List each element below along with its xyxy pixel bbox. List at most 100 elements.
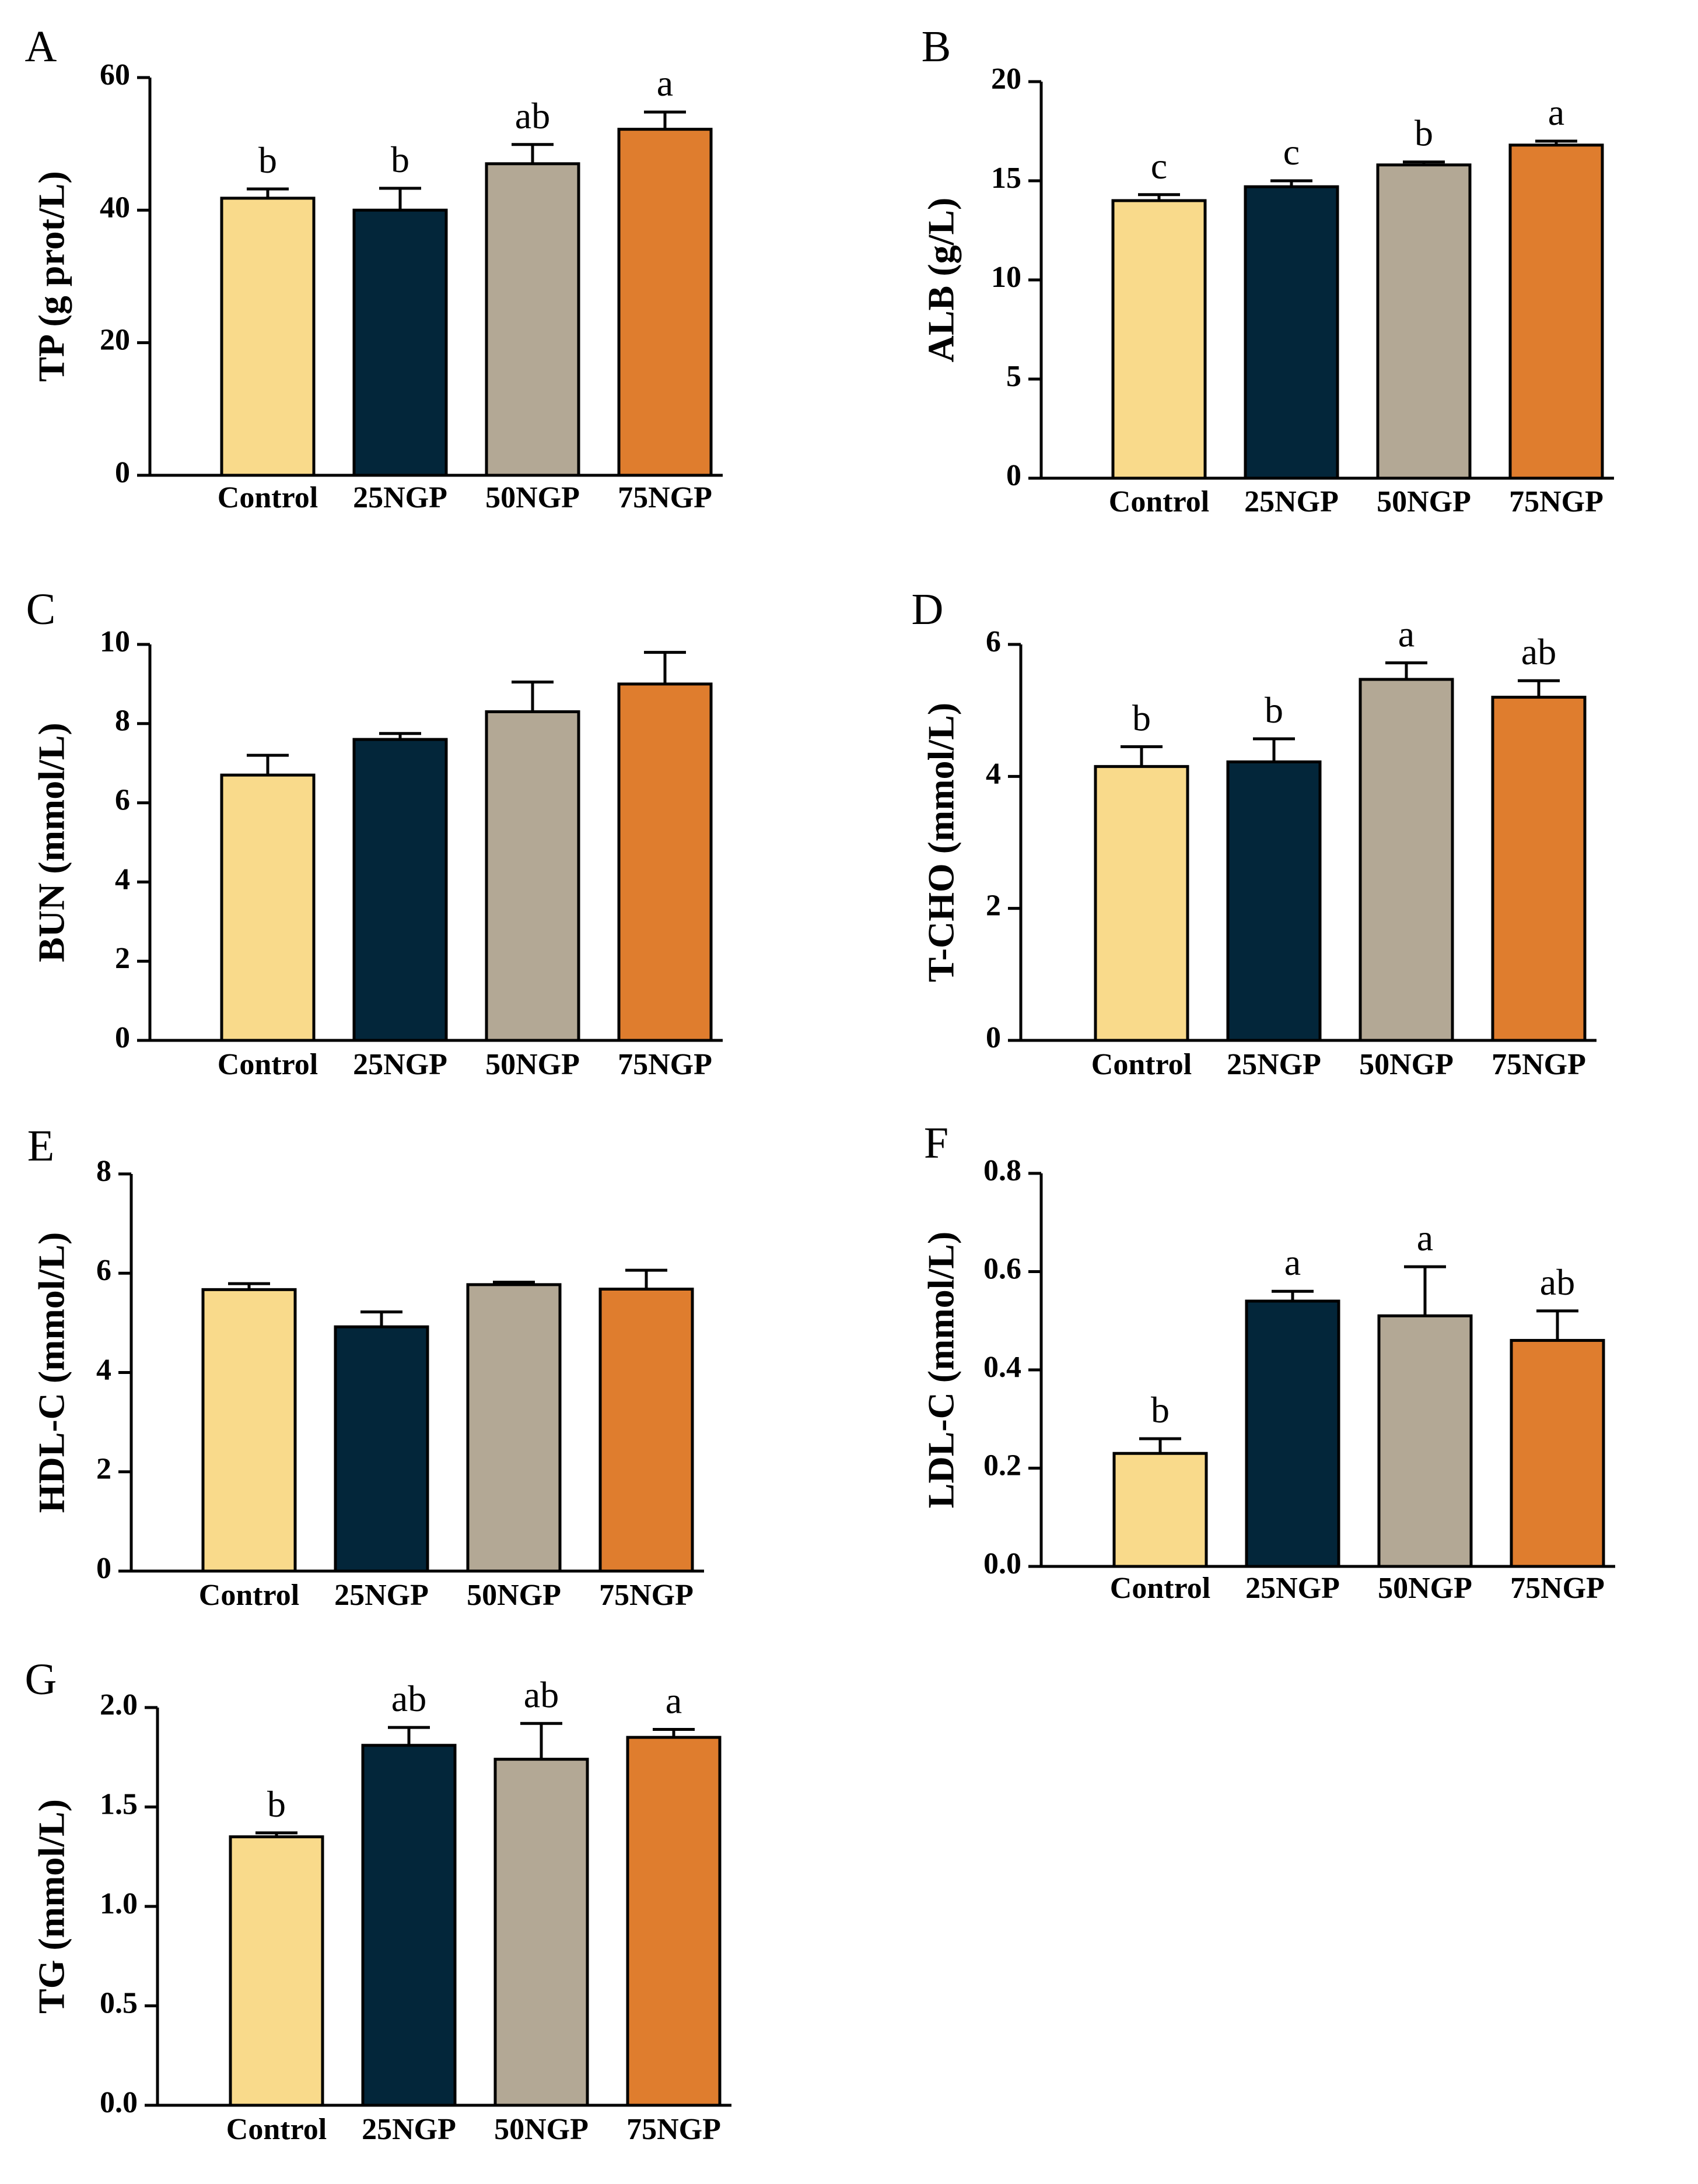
chart-e-x-tick-label-75ngp: 75NGP bbox=[599, 1579, 694, 1612]
chart-c-bar-50ngp bbox=[485, 710, 580, 1042]
chart-f-x-tick-label-50ngp: 50NGP bbox=[1378, 1572, 1472, 1605]
chart-a-y-tick-label: 0 bbox=[115, 456, 130, 489]
chart-c-panel-letter: C bbox=[26, 585, 56, 634]
chart-a-bar-50ngp bbox=[485, 162, 580, 477]
chart-e-y-tick-label: 8 bbox=[96, 1155, 111, 1188]
chart-b-y-axis-title: ALB (g/L) bbox=[920, 198, 962, 363]
chart-g-significance-control: b bbox=[267, 1783, 286, 1825]
chart-d-bar-75ngp bbox=[1491, 696, 1587, 1042]
chart-f-significance-75ngp: ab bbox=[1540, 1261, 1575, 1303]
chart-g-y-tick-label: 1.0 bbox=[100, 1887, 138, 1920]
chart-b-y-tick-label: 0 bbox=[1006, 459, 1021, 492]
chart-d-x-tick-label-75ngp: 75NGP bbox=[1492, 1048, 1586, 1081]
chart-e-bar-75ngp bbox=[598, 1287, 694, 1573]
chart-e-x-tick-label-control: Control bbox=[199, 1579, 299, 1612]
chart-e: E HDL-C (mmol/L) 0 2 4 6 8 Control 25NGP 50NGP 75N… bbox=[27, 1121, 704, 1612]
chart-c-bar-75ngp bbox=[617, 682, 713, 1042]
chart-e-bar-25ngp bbox=[334, 1325, 429, 1573]
chart-d-y-tick-label: 2 bbox=[986, 889, 1001, 923]
chart-d-significance-50ngp: a bbox=[1398, 614, 1415, 655]
chart-a-significance-25ngp: b bbox=[391, 139, 409, 180]
chart-d: D T-CHO (mmol/L) 0 2 4 6 b Control b 25NGP a 50NGP a… bbox=[912, 585, 1597, 1081]
chart-e-y-tick-label: 0 bbox=[96, 1552, 111, 1585]
chart-a-significance-control: b bbox=[258, 139, 277, 181]
chart-g-significance-25ngp: ab bbox=[391, 1678, 426, 1719]
chart-b-y-tick-label: 15 bbox=[991, 162, 1021, 195]
chart-b-panel-letter: B bbox=[922, 22, 951, 71]
chart-a-y-tick-label: 60 bbox=[100, 58, 130, 92]
chart-f-significance-control: b bbox=[1151, 1389, 1170, 1431]
chart-f-significance-25ngp: a bbox=[1284, 1242, 1301, 1283]
chart-d-y-tick-label: 0 bbox=[986, 1021, 1001, 1054]
chart-f-bar-50ngp bbox=[1377, 1314, 1473, 1568]
chart-a-x-tick-label-25ngp: 25NGP bbox=[353, 481, 447, 514]
chart-d-x-tick-label-50ngp: 50NGP bbox=[1359, 1048, 1454, 1081]
chart-f-bar-75ngp bbox=[1510, 1338, 1605, 1568]
chart-c-y-tick-label: 4 bbox=[115, 863, 130, 896]
chart-c-y-tick-label: 8 bbox=[115, 704, 130, 738]
chart-g-x-tick-label-control: Control bbox=[226, 2113, 327, 2146]
chart-b-bar-control bbox=[1111, 199, 1207, 480]
chart-e-panel-letter: E bbox=[27, 1121, 54, 1170]
chart-a-panel-letter: A bbox=[25, 22, 57, 71]
chart-e-x-tick-label-50ngp: 50NGP bbox=[467, 1579, 561, 1612]
chart-d-bar-control bbox=[1094, 765, 1189, 1042]
chart-g-significance-75ngp: a bbox=[666, 1680, 682, 1722]
chart-a-bar-25ngp bbox=[352, 208, 448, 477]
chart-a-x-tick-label-50ngp: 50NGP bbox=[485, 481, 580, 514]
chart-f-y-tick-label: 0.0 bbox=[983, 1547, 1021, 1580]
chart-e-bar-50ngp bbox=[466, 1283, 562, 1573]
chart-f-y-axis-title: LDL-C (mmol/L) bbox=[920, 1232, 962, 1509]
chart-d-y-axis-title: T-CHO (mmol/L) bbox=[920, 703, 962, 982]
chart-c-y-tick-label: 2 bbox=[115, 942, 130, 975]
chart-f-panel-letter: F bbox=[924, 1119, 948, 1168]
chart-g-x-tick-label-25ngp: 25NGP bbox=[362, 2113, 456, 2146]
chart-c-x-tick-label-control: Control bbox=[218, 1048, 318, 1081]
chart-g-y-tick-label: 0.5 bbox=[100, 1986, 138, 2020]
chart-a-significance-50ngp: ab bbox=[515, 95, 550, 136]
chart-b-y-tick-label: 10 bbox=[991, 261, 1021, 294]
chart-c-y-tick-label: 0 bbox=[115, 1021, 130, 1054]
chart-g-x-tick-label-75ngp: 75NGP bbox=[626, 2113, 721, 2146]
chart-g-bar-control bbox=[229, 1835, 324, 2107]
chart-b-x-tick-label-75ngp: 75NGP bbox=[1509, 485, 1604, 518]
chart-c-x-tick-label-75ngp: 75NGP bbox=[618, 1048, 712, 1081]
chart-c-x-tick-label-25ngp: 25NGP bbox=[353, 1048, 447, 1081]
chart-c: C BUN (mmol/L) 0 2 4 6 8 10 Control 25NGP 50NGP 75N… bbox=[26, 585, 723, 1081]
chart-d-significance-75ngp: ab bbox=[1521, 631, 1556, 672]
chart-c-y-axis-title: BUN (mmol/L) bbox=[31, 723, 72, 962]
chart-b: B ALB (g/L) 0 5 10 15 20 c Control c 25NGP b 50NGP a 7… bbox=[920, 22, 1614, 518]
chart-f-bar-25ngp bbox=[1245, 1299, 1340, 1568]
chart-g-y-tick-label: 0.0 bbox=[100, 2086, 138, 2119]
chart-a-bar-75ngp bbox=[617, 128, 713, 477]
chart-a: A TP (g prot/L) 0 20 40 60 b Control b 25NGP ab 50N… bbox=[25, 22, 723, 514]
chart-g: G TG (mmol/L) 0.0 0.5 1.0 1.5 2.0 b Control ab 25N… bbox=[25, 1655, 731, 2146]
chart-b-y-tick-label: 20 bbox=[991, 62, 1021, 96]
chart-c-bar-control bbox=[220, 773, 316, 1042]
chart-f-x-tick-label-25ngp: 25NGP bbox=[1245, 1572, 1340, 1605]
chart-f-significance-50ngp: a bbox=[1417, 1217, 1433, 1258]
chart-e-y-axis-title: HDL-C (mmol/L) bbox=[31, 1232, 72, 1513]
chart-d-significance-25ngp: b bbox=[1265, 689, 1283, 731]
chart-e-y-tick-label: 4 bbox=[96, 1353, 111, 1386]
chart-b-bar-25ngp bbox=[1244, 185, 1339, 480]
chart-d-bar-25ngp bbox=[1226, 760, 1322, 1042]
chart-d-y-tick-label: 6 bbox=[986, 625, 1001, 658]
chart-g-y-tick-label: 2.0 bbox=[100, 1688, 138, 1722]
chart-c-y-tick-label: 10 bbox=[100, 625, 130, 658]
chart-f-y-tick-label: 0.2 bbox=[983, 1449, 1021, 1482]
chart-f-x-tick-label-control: Control bbox=[1110, 1572, 1210, 1605]
chart-d-bar-50ngp bbox=[1359, 678, 1454, 1042]
chart-c-bar-25ngp bbox=[352, 738, 448, 1042]
chart-d-panel-letter: D bbox=[912, 585, 944, 634]
chart-b-bar-50ngp bbox=[1376, 163, 1472, 480]
chart-b-y-tick-label: 5 bbox=[1006, 360, 1021, 393]
chart-a-x-tick-label-control: Control bbox=[218, 481, 318, 514]
chart-b-significance-50ngp: b bbox=[1415, 113, 1433, 154]
chart-d-x-tick-label-25ngp: 25NGP bbox=[1227, 1048, 1321, 1081]
chart-a-bar-control bbox=[220, 197, 316, 477]
chart-f-x-tick-label-75ngp: 75NGP bbox=[1510, 1572, 1605, 1605]
chart-b-significance-25ngp: c bbox=[1283, 131, 1300, 173]
chart-d-x-tick-label-control: Control bbox=[1091, 1048, 1192, 1081]
